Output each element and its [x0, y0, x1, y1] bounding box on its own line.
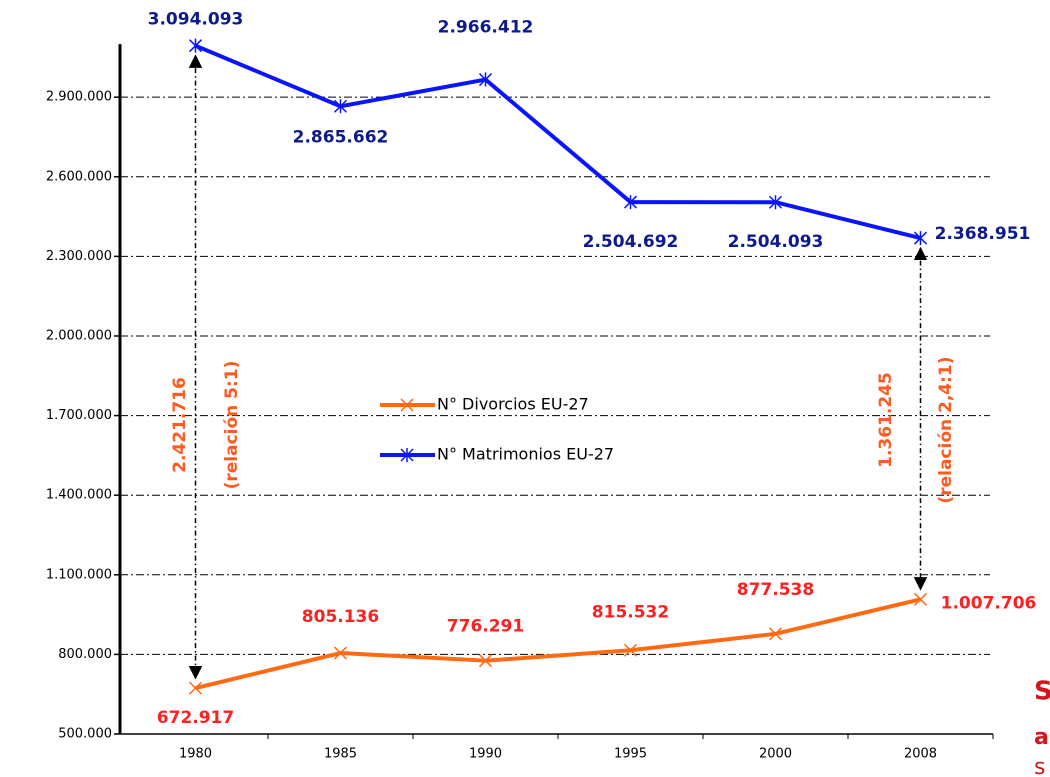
- annotation: (relación 2,4:1): [936, 356, 956, 503]
- point-marker: [333, 646, 348, 660]
- y-tick-label: 500.000: [58, 727, 112, 742]
- y-tick-label: 2.000.000: [46, 328, 112, 343]
- x-tick-label: 1985: [324, 747, 357, 762]
- point-marker: [623, 195, 638, 210]
- value-label: 2.368.951: [935, 224, 1031, 244]
- value-label: 815.532: [592, 602, 669, 622]
- x-tick-label: 1995: [614, 747, 647, 762]
- point-marker: [188, 681, 203, 695]
- legend-marker: [400, 448, 414, 462]
- point-marker: [623, 643, 638, 657]
- value-label: 1.007.706: [941, 593, 1037, 613]
- y-tick-label: 1.100.000: [46, 567, 112, 582]
- y-tick-label: 2.300.000: [46, 249, 112, 264]
- annotation: (relación 5:1): [222, 361, 242, 490]
- value-label: 2.504.093: [728, 232, 824, 252]
- x-tick-label: 1980: [179, 747, 212, 762]
- annotation: 2.421.716: [170, 377, 190, 473]
- point-marker: [478, 72, 493, 87]
- y-tick-label: 2.600.000: [46, 169, 112, 184]
- value-label: 2.865.662: [293, 127, 389, 147]
- clipped-text: s: [1034, 755, 1045, 777]
- point-marker: [768, 195, 783, 210]
- value-label: 877.538: [737, 580, 814, 600]
- annotation: 1.361.245: [876, 372, 896, 468]
- value-label: 776.291: [447, 617, 524, 637]
- value-label: 805.136: [302, 607, 379, 627]
- point-marker: [188, 38, 203, 53]
- value-label: 672.917: [157, 708, 234, 728]
- y-tick-label: 1.700.000: [46, 408, 112, 423]
- legend-label: N° Matrimonios EU-27: [437, 445, 614, 464]
- y-tick-label: 800.000: [58, 647, 112, 662]
- clipped-text: a: [1034, 725, 1049, 750]
- series-line: [194, 43, 921, 241]
- point-marker: [913, 592, 928, 606]
- x-tick-label: 2008: [904, 747, 937, 762]
- point-marker: [333, 99, 348, 114]
- x-tick-label: 1990: [469, 747, 502, 762]
- value-label: 3.094.093: [148, 10, 244, 30]
- point-marker: [913, 231, 928, 246]
- value-label: 2.966.412: [438, 18, 534, 38]
- x-tick-label: 2000: [759, 747, 792, 762]
- legend-marker: [400, 398, 414, 412]
- y-tick-label: 2.900.000: [46, 90, 112, 105]
- point-marker: [478, 654, 493, 668]
- value-label: 2.504.692: [583, 232, 679, 252]
- point-marker: [768, 627, 783, 641]
- clipped-text: S: [1034, 677, 1050, 707]
- series-line: [195, 597, 921, 691]
- legend-label: N° Divorcios EU-27: [437, 395, 589, 414]
- y-tick-label: 1.400.000: [46, 488, 112, 503]
